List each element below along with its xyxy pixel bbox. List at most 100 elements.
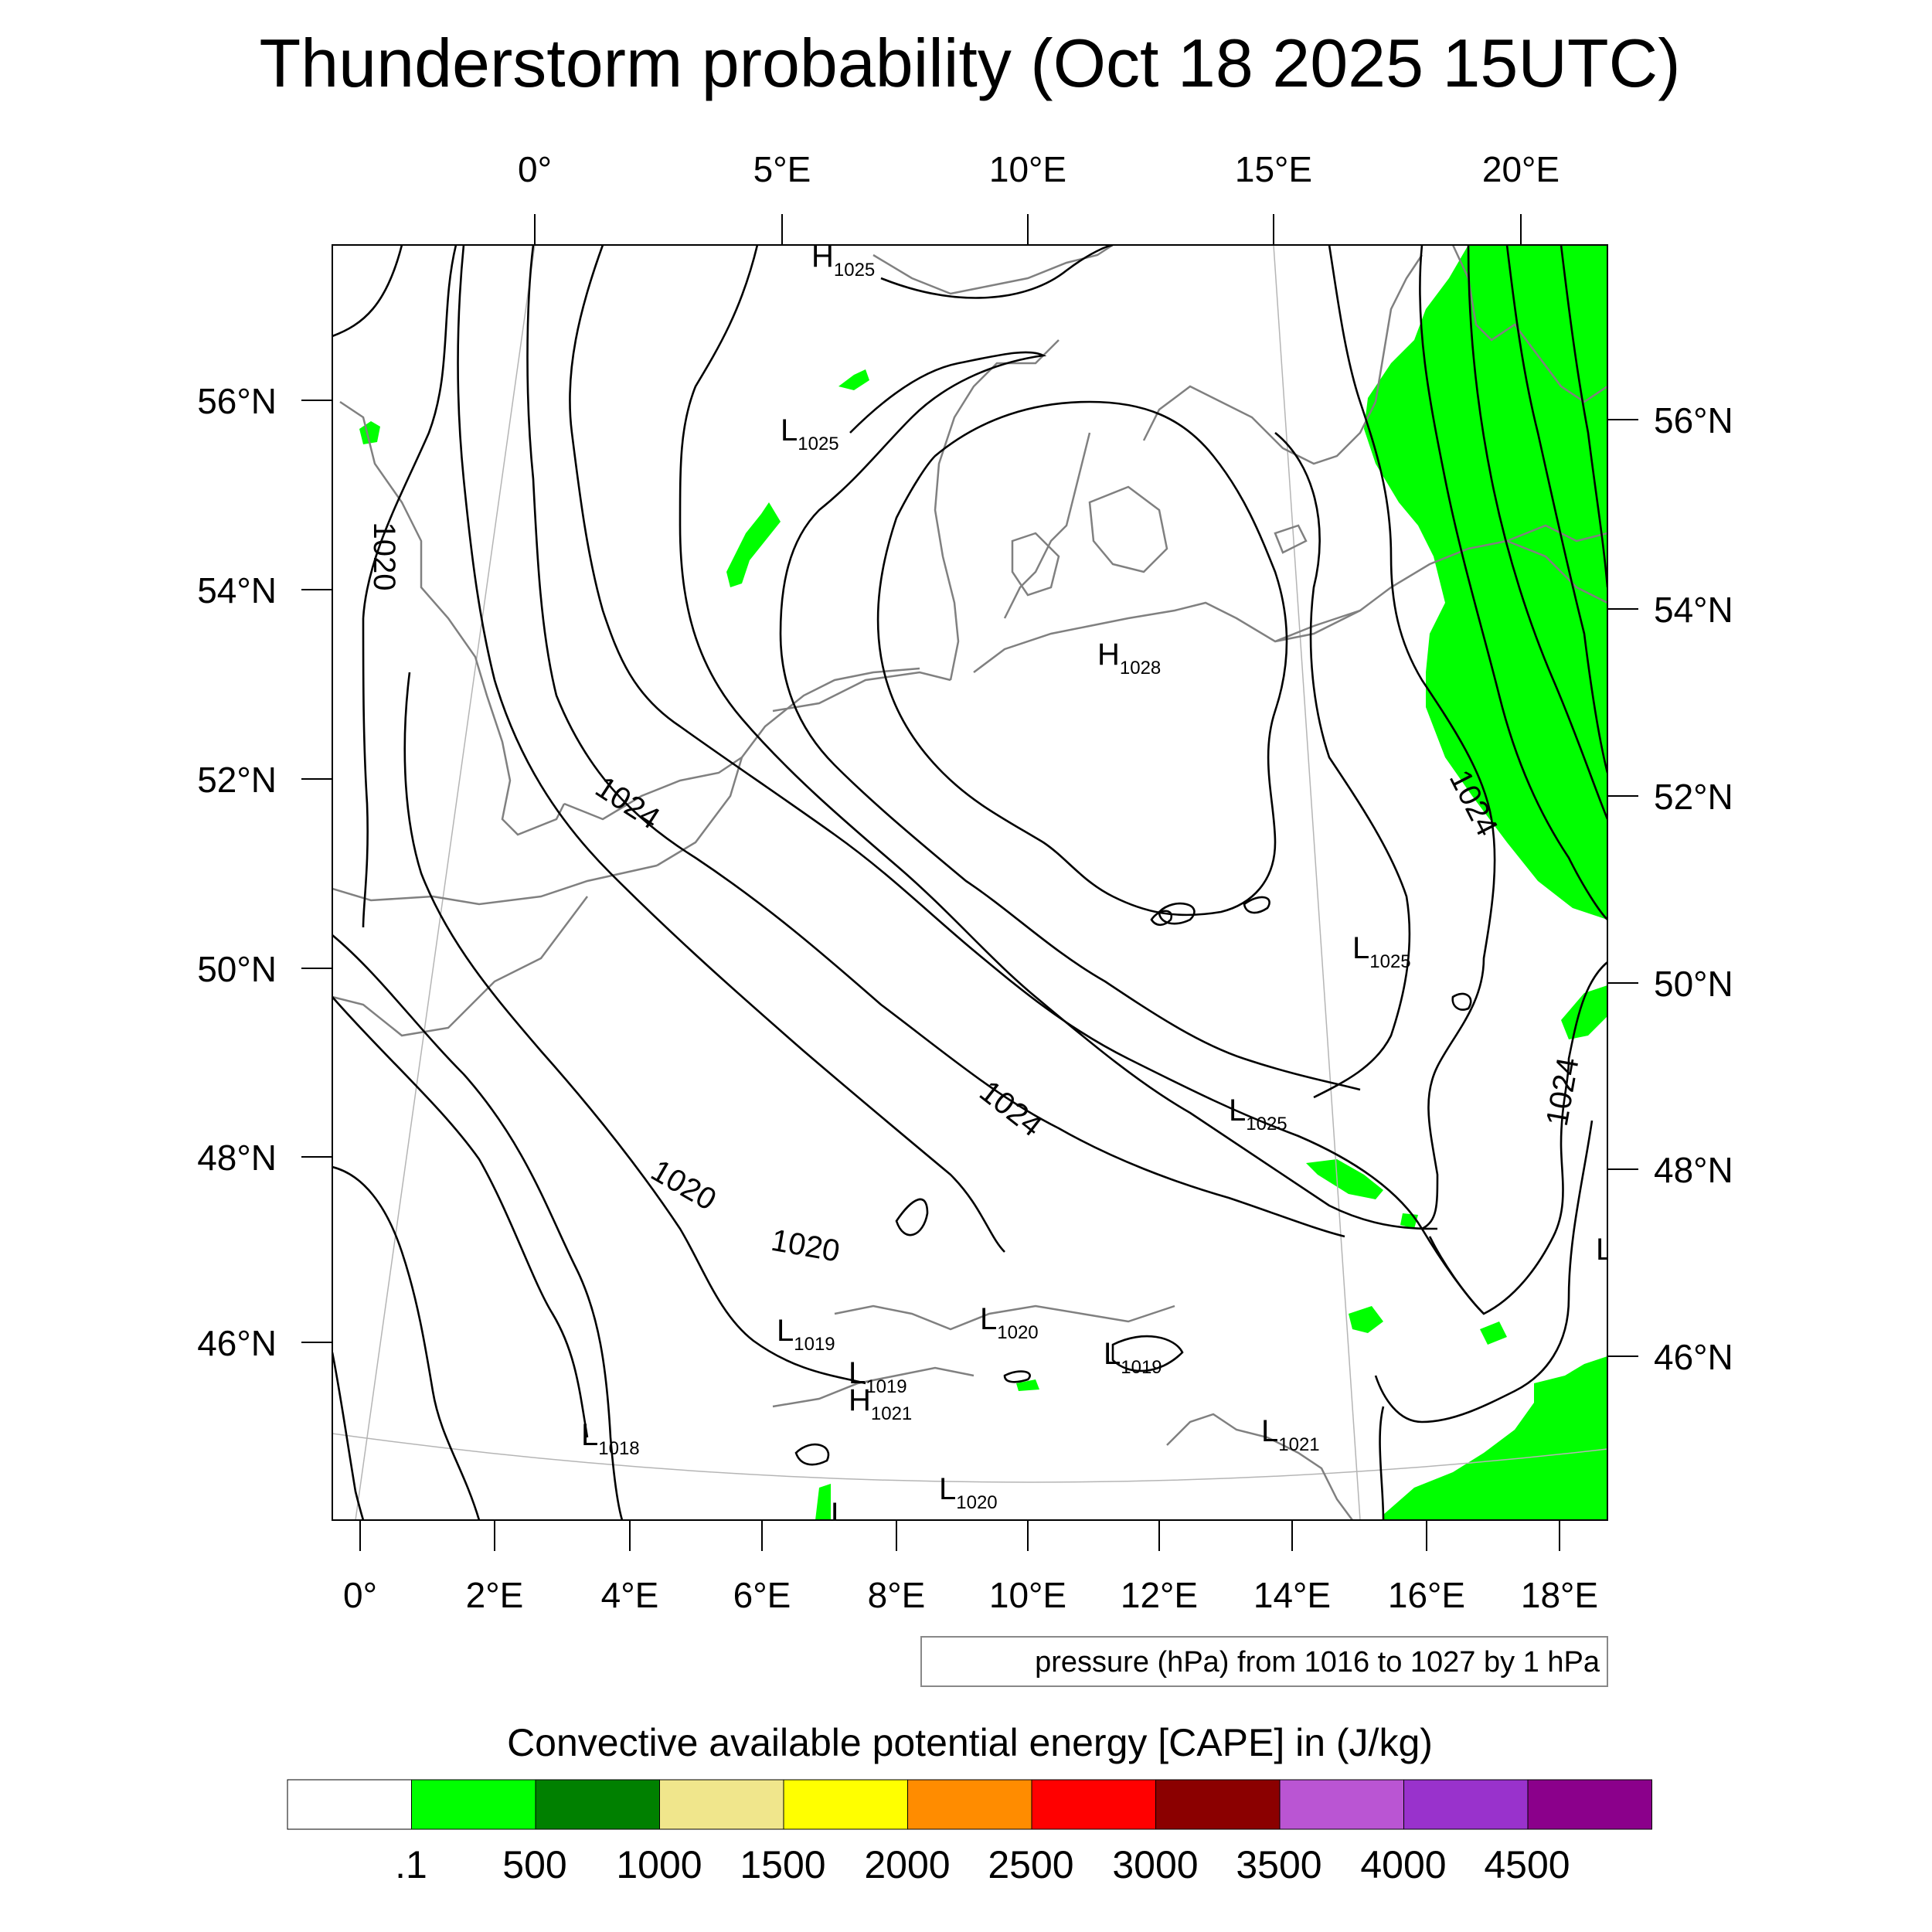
coastline-italy-north <box>772 1366 975 1408</box>
left-lat-labels: 56°N 54°N 52°N 50°N 48°N 46°N <box>197 381 277 1363</box>
lon-label-top: 0° <box>518 149 552 189</box>
pressure-marker-low: L1020 <box>939 1472 998 1513</box>
colorbar-tick-label: 500 <box>502 1843 566 1886</box>
contour-line-18 <box>1560 245 1607 588</box>
colorbar-tick-label: 2500 <box>988 1843 1073 1886</box>
contour-line-9 <box>569 245 1485 1315</box>
lon-label-bottom: 6°E <box>733 1575 791 1615</box>
pressure-contours <box>332 245 1607 1520</box>
lat-label-right: 52°N <box>1654 777 1733 817</box>
pressure-marker-high: H1021 <box>849 1383 912 1424</box>
right-lat-labels: 56°N 54°N 52°N 50°N 48°N 46°N <box>1654 400 1733 1377</box>
lon-label-bottom: 12°E <box>1121 1575 1198 1615</box>
cape-area-alps <box>1016 1379 1039 1391</box>
lon-label-top: 20°E <box>1482 149 1560 189</box>
contour-line-12 <box>779 351 1361 1091</box>
colorbar-swatch <box>907 1779 1032 1830</box>
colorbar-tick-label: 2000 <box>864 1843 950 1886</box>
lon-label-bottom: 10°E <box>989 1575 1066 1615</box>
cape-area-east <box>1364 245 1607 920</box>
lat-label-left: 46°N <box>197 1323 277 1363</box>
contour-line-23 <box>332 1165 481 1520</box>
cape-area-north-sea-2 <box>838 369 869 390</box>
parallel-line-45n <box>332 1433 1607 1483</box>
lon-label-top: 10°E <box>989 149 1066 189</box>
meridian-line-0 <box>355 245 536 1520</box>
lon-label-bottom: 18°E <box>1521 1575 1598 1615</box>
cape-area-north-sea <box>726 502 781 587</box>
border-alps <box>834 1304 1175 1331</box>
coastline-sweden-south <box>1142 385 1377 465</box>
lon-label-bottom: 0° <box>343 1575 377 1615</box>
colorbar-ticks: .1 500 1000 1500 2000 2500 3000 3500 400… <box>395 1843 1570 1886</box>
coastline-wadden <box>772 671 951 713</box>
lon-label-bottom: 2°E <box>466 1575 524 1615</box>
lon-label-top: 5°E <box>753 149 811 189</box>
lat-label-left: 50°N <box>197 949 277 989</box>
contour-line-17 <box>1505 245 1607 774</box>
cape-area-south <box>815 1484 831 1520</box>
cape-area-balkans-2 <box>1480 1321 1507 1345</box>
lat-label-left: 52°N <box>197 760 277 800</box>
coastline-sweden-east <box>1374 254 1423 403</box>
coastline-jutland-east <box>1003 432 1091 619</box>
lat-label-right: 54°N <box>1654 590 1733 630</box>
lat-label-left: 54°N <box>197 570 277 611</box>
pressure-marker-high: H1025 <box>811 240 875 281</box>
coastline-zealand <box>1088 485 1168 573</box>
contour-local-7 <box>1111 1335 1184 1372</box>
cape-area-west <box>359 421 380 444</box>
contour-line-1 <box>332 245 403 338</box>
contour-line-2 <box>362 245 457 619</box>
colorbar-swatch <box>411 1779 536 1830</box>
pressure-info-box: pressure (hPa) from 1016 to 1027 by 1 hP… <box>920 1636 1608 1687</box>
contour-line-11 <box>880 245 1114 299</box>
lat-label-right: 48°N <box>1654 1150 1733 1190</box>
contour-local-8 <box>1451 992 1472 1011</box>
axis-ticks <box>301 214 1638 1551</box>
pressure-marker-low: L1019 <box>831 1497 889 1538</box>
coastline-adriatic <box>1166 1413 1354 1520</box>
contour-line-3 <box>362 617 369 928</box>
contour-line-8 <box>526 245 1345 1238</box>
colorbar-swatch <box>535 1779 660 1830</box>
pressure-systems: H1025 L1025 H1028 L1025 L1025 L1019 L102… <box>581 240 1607 1538</box>
colorbar-tick-label: 4000 <box>1360 1843 1446 1886</box>
colorbar-tick-label: 1500 <box>740 1843 825 1886</box>
lat-label-left: 56°N <box>197 381 277 421</box>
lon-label-top: 15°E <box>1235 149 1312 189</box>
pressure-marker-low: L1019 <box>849 1356 907 1397</box>
colorbar-tick-label: .1 <box>395 1843 427 1886</box>
contour-line-7 <box>457 245 1005 1253</box>
bottom-lon-labels: 0° 2°E 4°E 6°E 8°E 10°E 12°E 14°E 16°E 1… <box>343 1575 1598 1615</box>
lat-label-right: 50°N <box>1654 964 1733 1004</box>
lat-label-right: 46°N <box>1654 1337 1733 1377</box>
coastline-danish-isles <box>1011 532 1060 597</box>
meridian-line-15e <box>1273 245 1361 1520</box>
pressure-marker-low: L1021 <box>1261 1414 1320 1455</box>
lat-label-left: 48°N <box>197 1138 277 1178</box>
cape-area-southeast <box>1383 1356 1607 1520</box>
pressure-marker-low: L1018 <box>581 1418 640 1459</box>
chart-title: Thunderstorm probability (Oct 18 2025 15… <box>259 25 1680 101</box>
coastline-norway <box>872 245 1114 295</box>
lon-label-bottom: 8°E <box>868 1575 926 1615</box>
contour-line-14 <box>1274 431 1411 1099</box>
map-frame <box>332 244 1608 1521</box>
colorbar: Convective available potential energy [C… <box>287 1721 1652 1886</box>
pressure-marker-high: H1028 <box>1097 638 1161 679</box>
contour-local-4 <box>1243 896 1270 914</box>
colorbar-tick-label: 1000 <box>616 1843 702 1886</box>
contour-line-22 <box>1379 1406 1385 1520</box>
map-panel: 1020 1024 1024 1020 1020 1024 1024 H1025… <box>197 149 1733 1615</box>
cape-area-east-mid <box>1561 985 1607 1039</box>
contour-line-21 <box>1374 1120 1594 1423</box>
contour-local-2 <box>1158 902 1196 925</box>
pressure-marker-low: L1020 <box>980 1302 1039 1343</box>
contour-line-10 <box>679 245 1438 1230</box>
pressure-marker-low: L1025 <box>781 413 839 454</box>
border-poland <box>1274 539 1607 643</box>
pressure-marker-low: L1019 <box>1104 1337 1162 1378</box>
colorbar-swatch <box>1527 1779 1652 1830</box>
